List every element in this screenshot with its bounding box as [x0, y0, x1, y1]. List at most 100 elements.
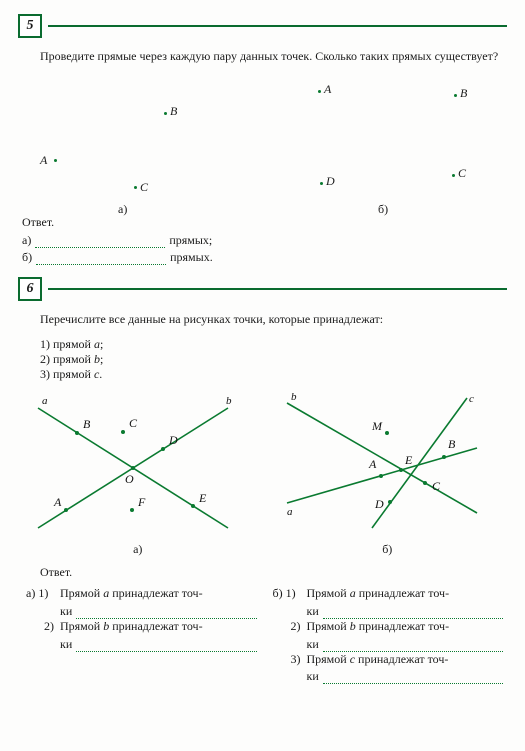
answer-item-text: Прямой a принадлежат точ- — [60, 586, 257, 602]
continuation-text: ки — [307, 669, 319, 684]
answer-fill[interactable] — [76, 608, 256, 619]
geometry-point — [164, 112, 167, 115]
task6-answer-col-a: а) 1)Прямой a принадлежат точ-ки2)Прямой… — [26, 586, 257, 684]
divider — [48, 288, 507, 290]
answer-item-index: а) 1) — [26, 586, 60, 602]
geometry-point — [452, 174, 455, 177]
geometry-point — [121, 430, 125, 434]
geometry-point — [320, 182, 323, 185]
task5-answer: Ответ. а) прямых; б) прямых. — [22, 215, 507, 265]
point-label: C — [140, 180, 148, 195]
answer-item-text: Прямой b принадлежат точ- — [307, 619, 504, 635]
point-label: C — [432, 479, 441, 493]
answer-item: а) 1)Прямой a принадлежат точ- — [26, 586, 257, 602]
continuation-text: ки — [60, 637, 72, 652]
answer-title: Ответ. — [22, 215, 507, 230]
answer-item: 3)Прямой c принадлежат точ- — [273, 652, 504, 668]
answer-fill[interactable] — [323, 608, 503, 619]
point-label: O — [125, 472, 134, 486]
point-label: C — [129, 416, 138, 430]
geometry-point — [54, 159, 57, 162]
answer-item-text: Прямой a принадлежат точ- — [307, 586, 504, 602]
task6-list-item: 3) прямой c. — [40, 367, 507, 382]
geometry-point — [385, 431, 389, 435]
answer-fill[interactable] — [323, 641, 503, 652]
task6-list: 1) прямой a;2) прямой b;3) прямой c. — [40, 337, 507, 382]
task6-list-item: 2) прямой b; — [40, 352, 507, 367]
row-suffix: прямых. — [170, 250, 213, 265]
answer-item-continuation: ки — [60, 637, 257, 652]
geometry-line — [372, 398, 467, 528]
answer-item-text: Прямой b принадлежат точ- — [60, 619, 257, 635]
answer-fill[interactable] — [76, 641, 256, 652]
point-label: D — [168, 433, 178, 447]
continuation-text: ки — [60, 604, 72, 619]
task6-figure-b: abcMAEBCD — [277, 388, 497, 538]
geometry-point — [131, 466, 135, 470]
geometry-point — [134, 186, 137, 189]
geometry-point — [442, 455, 446, 459]
point-label: A — [324, 82, 331, 97]
point-label: B — [170, 104, 177, 119]
section-6-header: 6 — [18, 277, 507, 301]
point-label: A — [53, 495, 62, 509]
continuation-text: ки — [307, 604, 319, 619]
answer-item: 2)Прямой b принадлежат точ- — [273, 619, 504, 635]
point-label: B — [460, 86, 467, 101]
continuation-text: ки — [307, 637, 319, 652]
answer-fill[interactable] — [36, 254, 166, 265]
task5-label-b: б) — [378, 202, 388, 217]
task6-figure-a: abBCDOAFE — [28, 388, 248, 538]
task5-figure: а) б) ABCABCD — [18, 74, 507, 209]
answer-fill[interactable] — [323, 673, 503, 684]
answer-item-continuation: ки — [307, 604, 504, 619]
line-label: b — [226, 395, 232, 407]
answer-item-text: Прямой c принадлежат точ- — [307, 652, 504, 668]
point-label: B — [448, 437, 456, 451]
answer-item-index: 2) — [26, 619, 60, 635]
answer-item-index: б) 1) — [273, 586, 307, 602]
task5-label-a: а) — [118, 202, 127, 217]
geometry-point — [399, 468, 403, 472]
answer-item-index: 3) — [273, 652, 307, 668]
point-label: D — [374, 497, 384, 511]
task6-label-a: а) — [18, 542, 258, 557]
task5-answer-row-b: б) прямых. — [22, 250, 507, 265]
answer-fill[interactable] — [35, 237, 165, 248]
answer-title: Ответ. — [22, 565, 507, 580]
task5-answer-row-a: а) прямых; — [22, 233, 507, 248]
line-label: b — [291, 391, 297, 403]
point-label: D — [326, 174, 335, 189]
answer-item: 2)Прямой b принадлежат точ- — [26, 619, 257, 635]
geometry-point — [379, 474, 383, 478]
task6-prompt: Перечислите все данные на рисунках точки… — [22, 311, 503, 327]
answer-item-continuation: ки — [307, 637, 504, 652]
geometry-point — [64, 508, 68, 512]
geometry-point — [388, 500, 392, 504]
task6-label-b: б) — [268, 542, 508, 557]
point-label: A — [368, 457, 377, 471]
task5-prompt: Проведите прямые через каждую пару данны… — [22, 48, 503, 64]
answer-item-continuation: ки — [307, 669, 504, 684]
geometry-point — [130, 508, 134, 512]
point-label: F — [137, 495, 146, 509]
row-label: а) — [22, 233, 31, 248]
line-label: a — [287, 506, 293, 518]
geometry-point — [75, 431, 79, 435]
task6-answer: Ответ. а) 1)Прямой a принадлежат точ-ки2… — [22, 565, 507, 684]
point-label: E — [198, 491, 207, 505]
row-label: б) — [22, 250, 32, 265]
geometry-point — [161, 447, 165, 451]
point-label: C — [458, 166, 466, 181]
geometry-point — [191, 504, 195, 508]
section-5-header: 5 — [18, 14, 507, 38]
point-label: A — [40, 153, 47, 168]
row-suffix: прямых; — [169, 233, 212, 248]
task6-answer-col-b: б) 1)Прямой a принадлежат точ-ки2)Прямой… — [273, 586, 504, 684]
geometry-point — [318, 90, 321, 93]
line-label: a — [42, 395, 48, 407]
task6-list-item: 1) прямой a; — [40, 337, 507, 352]
task6-number: 6 — [18, 277, 42, 301]
line-label: c — [469, 393, 474, 405]
point-label: E — [404, 453, 413, 467]
